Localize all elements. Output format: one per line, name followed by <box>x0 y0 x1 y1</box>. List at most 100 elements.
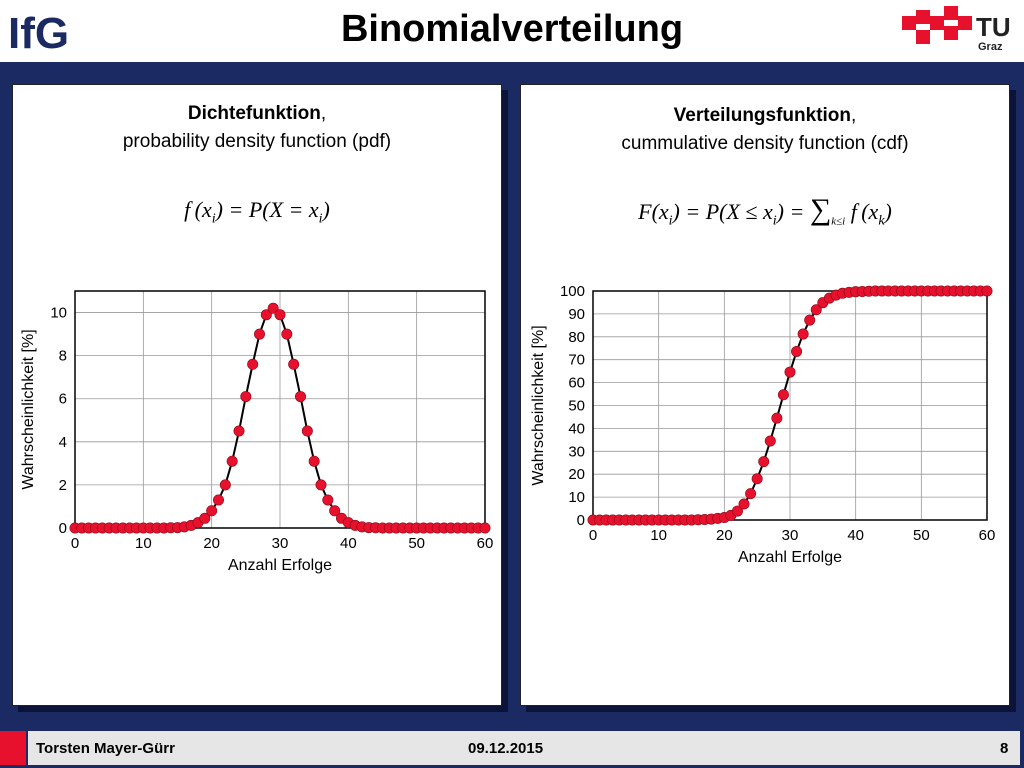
tu-logo-text: TU <box>976 12 1011 42</box>
y-tick-label: 40 <box>568 420 585 437</box>
tu-logo-block <box>958 16 972 30</box>
plot-frame <box>74 290 486 529</box>
data-point <box>281 328 293 340</box>
y-tick-label: 0 <box>577 512 585 529</box>
x-tick-label: 60 <box>979 527 996 544</box>
tu-logo-block <box>916 10 930 24</box>
y-tick-label: 60 <box>568 375 585 392</box>
data-point <box>260 309 272 321</box>
y-tick-label: 100 <box>560 283 585 300</box>
x-tick-label: 60 <box>477 535 494 552</box>
plot-frame <box>592 290 988 521</box>
y-tick-label: 90 <box>568 306 585 323</box>
data-point <box>804 314 816 326</box>
data-point <box>764 435 776 447</box>
ifg-logo: IfG <box>8 9 69 58</box>
y-tick-label: 0 <box>59 520 67 537</box>
data-point <box>329 505 341 517</box>
ifg-logo-text: IfG <box>8 9 69 58</box>
data-point <box>213 494 225 506</box>
data-point <box>308 455 320 467</box>
y-tick-label: 10 <box>50 305 67 322</box>
data-point <box>777 389 789 401</box>
tu-logo-block <box>916 30 930 44</box>
y-tick-label: 80 <box>568 329 585 346</box>
y-tick-label: 6 <box>59 391 67 408</box>
x-tick-label: 40 <box>340 535 357 552</box>
data-point <box>322 494 334 506</box>
tu-graz-logo: TU Graz <box>902 6 1011 53</box>
data-point <box>981 285 993 297</box>
footer-author: Torsten Mayer-Gürr <box>36 740 175 757</box>
y-tick-label: 20 <box>568 466 585 483</box>
pdf-formula: f (xi) = P(X = xi) <box>184 197 330 227</box>
data-point <box>294 391 306 403</box>
data-point <box>233 425 245 437</box>
data-point <box>745 488 757 500</box>
x-tick-label: 0 <box>589 527 597 544</box>
data-point <box>301 425 313 437</box>
data-point <box>758 456 770 468</box>
data-point <box>784 366 796 378</box>
y-tick-label: 4 <box>59 434 67 451</box>
slide-header: IfG Binomialverteilung TU Graz <box>0 0 1024 62</box>
data-point <box>751 473 763 485</box>
tu-logo-block <box>930 16 944 30</box>
y-tick-label: 8 <box>59 348 67 365</box>
x-axis-label: Anzahl Erfolge <box>738 549 842 566</box>
footer-bar <box>28 731 1020 765</box>
y-tick-label: 10 <box>568 489 585 506</box>
data-point <box>771 412 783 424</box>
pdf-panel: Dichtefunktion, probability density func… <box>12 84 502 706</box>
y-tick-label: 50 <box>568 398 585 415</box>
x-tick-label: 50 <box>408 535 425 552</box>
data-point <box>219 479 231 491</box>
data-point <box>479 522 491 534</box>
x-tick-label: 20 <box>716 527 733 544</box>
cdf-subheading: cummulative density function (cdf) <box>621 133 909 154</box>
cdf-chart: 0 10 20 30 40 50 60 0 10 20 30 40 50 60 70 80 90 100 Anzah… <box>530 283 996 566</box>
x-tick-label: 40 <box>847 527 864 544</box>
y-tick-label: 2 <box>59 477 67 494</box>
pdf-heading-comma: , <box>320 103 327 124</box>
slide-title: Binomialverteilung <box>340 8 684 50</box>
data-point <box>797 328 809 340</box>
footer-page-number: 8 <box>1000 740 1009 757</box>
data-point <box>206 505 218 517</box>
y-axis-label: Wahrscheinlichkeit [%] <box>530 325 547 485</box>
pdf-heading: Dichtefunktion, <box>13 103 501 125</box>
data-point <box>731 505 743 517</box>
data-point <box>315 479 327 491</box>
cdf-panel: Verteilungsfunktion, cummulative density… <box>520 84 1010 706</box>
pdf-chart: 0 10 20 30 40 50 60 0 2 4 6 8 10 Anzahl Erfolge Wahrsc… <box>20 290 494 574</box>
cdf-heading: Verteilungsfunktion, <box>521 105 1009 127</box>
data-point <box>247 358 259 370</box>
x-tick-label: 0 <box>71 535 79 552</box>
footer-date: 09.12.2015 <box>468 740 544 757</box>
y-axis-label: Wahrscheinlichkeit [%] <box>20 329 37 489</box>
data-point <box>274 309 286 321</box>
x-axis-label: Anzahl Erfolge <box>228 557 332 574</box>
data-point <box>810 304 822 316</box>
footer-accent <box>0 731 26 765</box>
data-point <box>791 345 803 357</box>
data-point <box>267 302 279 314</box>
cdf-heading-comma: , <box>851 105 857 126</box>
x-tick-label: 30 <box>272 535 289 552</box>
x-tick-label: 10 <box>650 527 667 544</box>
x-tick-label: 50 <box>913 527 930 544</box>
data-point <box>288 358 300 370</box>
data-point <box>199 512 211 524</box>
data-point <box>226 455 238 467</box>
cdf-heading-bold: Verteilungsfunktion <box>673 105 852 126</box>
tu-logo-subtext: Graz <box>978 41 1003 53</box>
tu-logo-block <box>902 16 916 30</box>
pdf-subheading: probability density function (pdf) <box>122 131 392 152</box>
data-point <box>738 498 750 510</box>
x-tick-label: 10 <box>135 535 152 552</box>
x-tick-label: 30 <box>782 527 799 544</box>
data-point <box>240 391 252 403</box>
tu-logo-block <box>944 26 958 40</box>
data-point <box>254 328 266 340</box>
x-tick-label: 20 <box>203 535 220 552</box>
